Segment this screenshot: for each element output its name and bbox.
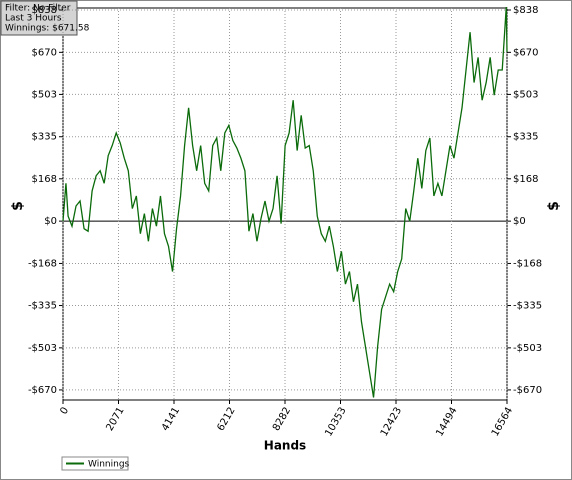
y2-tick-label: $168 xyxy=(513,174,538,185)
y-tick-label: $503 xyxy=(32,89,57,100)
series-line xyxy=(62,6,508,398)
y2-tick-label: $838 xyxy=(513,5,538,16)
y-tick-label: $168 xyxy=(32,174,57,185)
y-tick-label: $670 xyxy=(32,47,57,58)
y2-axis-label: $ xyxy=(546,201,562,211)
x-axis-label: Hands xyxy=(264,439,306,453)
info-box xyxy=(0,0,78,36)
y2-tick-label: $503 xyxy=(513,89,538,100)
info-text: Winnings: $671.58 xyxy=(5,24,90,34)
y-tick-label: -$335 xyxy=(28,301,57,312)
y-tick-label: $0 xyxy=(44,216,57,227)
y-tick-label: $838 xyxy=(32,5,57,16)
y-tick-label: $335 xyxy=(32,132,57,143)
y2-tick-label: -$335 xyxy=(513,301,542,312)
y2-tick-label: $0 xyxy=(513,216,526,227)
y-tick-label: -$168 xyxy=(28,258,57,269)
legend xyxy=(61,456,129,471)
y2-tick-label: $335 xyxy=(513,132,538,143)
y-tick-label: -$503 xyxy=(28,343,57,354)
y2-tick-label: -$168 xyxy=(513,258,542,269)
info-text: Last 3 Hours xyxy=(5,14,62,24)
y2-tick-label: -$503 xyxy=(513,343,542,354)
y2-tick-label: $670 xyxy=(513,47,538,58)
legend-label: Winnings xyxy=(88,460,130,470)
y-tick-label: -$670 xyxy=(28,385,57,396)
x-tick-label: 0 xyxy=(58,406,71,417)
info-text: Filter: No Filter xyxy=(5,4,71,14)
y-axis-label: $ xyxy=(10,201,26,211)
y2-tick-label: -$670 xyxy=(513,385,542,396)
